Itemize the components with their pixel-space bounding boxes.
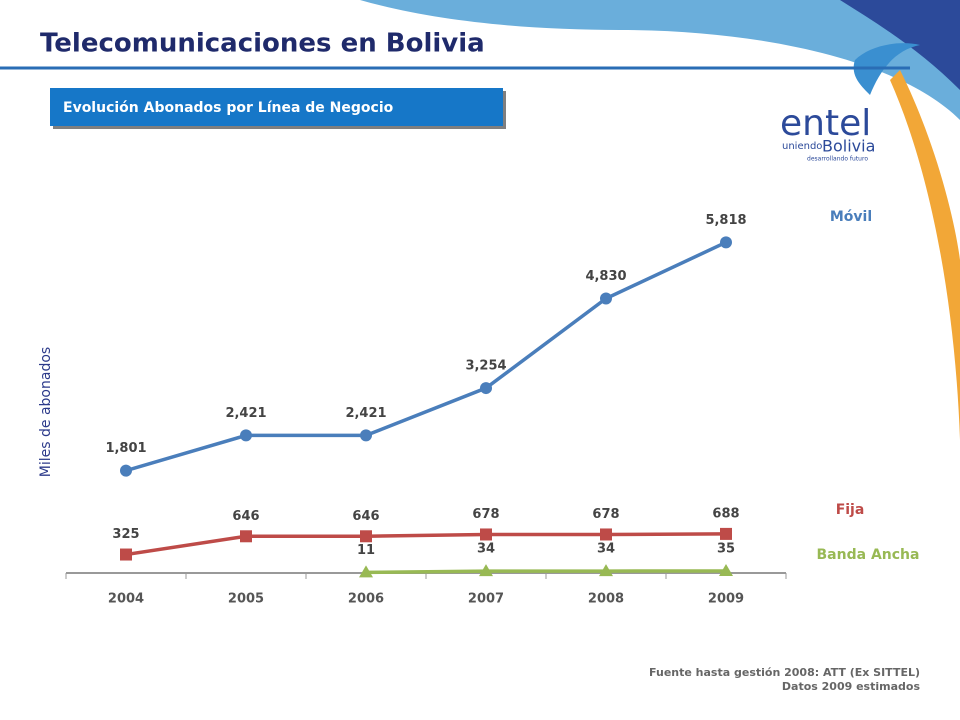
data-label: 35 [717, 542, 735, 557]
series-line [125, 532, 727, 557]
data-label: 688 [712, 506, 739, 521]
data-label: 2,421 [225, 406, 266, 421]
point [600, 528, 612, 541]
logo-tagline: Bolivia [822, 137, 875, 156]
x-tick-label: 2006 [348, 592, 384, 607]
x-tick-label: 2008 [588, 592, 624, 607]
series-line [365, 569, 727, 575]
legend-label: Móvil [830, 209, 872, 225]
point [600, 292, 612, 305]
data-label: 678 [592, 507, 619, 522]
point [599, 564, 613, 577]
point [240, 530, 252, 543]
point [359, 565, 373, 578]
subtitle: Evolución Abonados por Línea de Negocio [63, 100, 394, 116]
legend-label: Banda Ancha [817, 547, 920, 563]
source: Datos 2009 estimados [782, 680, 921, 693]
point [120, 464, 132, 477]
data-label: 325 [112, 527, 139, 542]
data-label: 5,818 [705, 213, 746, 228]
logo-brand: entel [780, 103, 871, 144]
swoosh-dark [840, 0, 960, 90]
swoosh [360, 0, 960, 120]
logo-tagline: desarrollando futuro [807, 156, 868, 163]
point [120, 548, 132, 561]
data-label: 646 [232, 509, 259, 524]
logo-tagline: uniendo [782, 141, 822, 152]
point [720, 236, 732, 249]
series-line [125, 240, 727, 473]
data-label: 34 [477, 542, 495, 557]
swoosh-orange [890, 70, 960, 440]
point [480, 382, 492, 395]
x-tick-label: 2005 [228, 592, 264, 607]
point [480, 528, 492, 541]
data-label: 2,421 [345, 406, 386, 421]
data-label: 678 [472, 507, 499, 522]
slide-title: Telecomunicaciones en Bolivia [40, 29, 485, 59]
data-label: 11 [357, 543, 375, 558]
y-axis-label: Miles de abonados [38, 347, 54, 477]
legend-label: Fija [836, 502, 865, 518]
source: Fuente hasta gestión 2008: ATT (Ex SITTE… [649, 666, 920, 679]
logo-drop [853, 43, 920, 95]
data-label: 1,801 [105, 441, 146, 456]
data-label: 4,830 [585, 269, 626, 284]
point [479, 564, 493, 577]
subtitle-box [50, 88, 503, 126]
point [360, 429, 372, 442]
x-tick-label: 2009 [708, 592, 744, 607]
x-tick-label: 2004 [108, 592, 144, 607]
data-label: 646 [352, 509, 379, 524]
x-tick-label: 2007 [468, 592, 504, 607]
data-label: 3,254 [465, 359, 506, 374]
point [719, 564, 733, 577]
point [240, 429, 252, 442]
data-label: 34 [597, 542, 615, 557]
point [360, 530, 372, 543]
point [720, 527, 732, 540]
